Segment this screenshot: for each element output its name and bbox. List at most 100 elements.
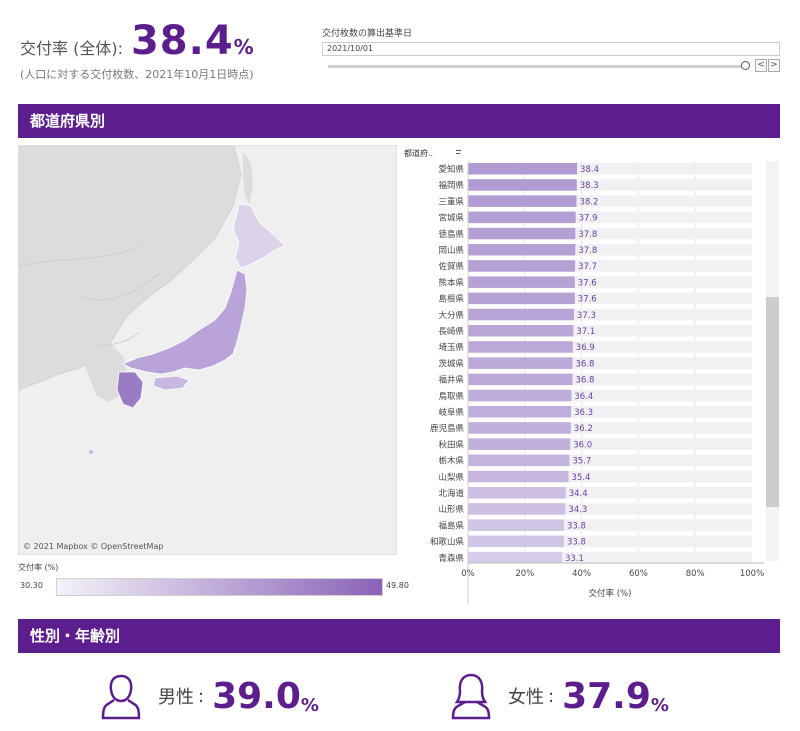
bar-5 bbox=[468, 227, 576, 240]
overall-rate-note: (人口に対する交付枚数、2021年10月1日時点) bbox=[20, 68, 254, 81]
overall-rate-kpi: 交付率 (全体): 38.4 % (人口に対する交付枚数、2021年10月1日時… bbox=[20, 18, 254, 82]
bar-category-label: 栃木県 bbox=[438, 456, 464, 467]
bar-category-label: 福岡県 bbox=[438, 180, 464, 191]
bar-value-label: 34.4 bbox=[569, 489, 588, 499]
bar-track bbox=[468, 470, 752, 483]
bar-category-label: 福井県 bbox=[438, 375, 464, 386]
bar-category-label: 三重県 bbox=[438, 196, 464, 207]
date-slider-handle[interactable] bbox=[741, 61, 750, 70]
honshu-region[interactable] bbox=[122, 269, 248, 375]
japan-map-svg[interactable] bbox=[19, 146, 397, 555]
bar-18 bbox=[468, 438, 571, 450]
previous-date-button[interactable]: < bbox=[755, 59, 767, 72]
bar-9 bbox=[468, 292, 575, 305]
country-borders bbox=[19, 245, 160, 347]
x-tick-label: 40% bbox=[572, 569, 591, 579]
prefecture-bar-chart[interactable]: 都道府.. 愛知県 38.4 福岡県 38.3 三重県 38.2 宮城県 37.9 徳島県 37.8… bbox=[402, 145, 780, 605]
bar-4 bbox=[468, 211, 576, 224]
bar-category-label: 宮城県 bbox=[438, 213, 464, 224]
bar-value-label: 34.3 bbox=[568, 505, 587, 515]
bar-19 bbox=[468, 454, 570, 467]
bar-category-label: 大分県 bbox=[438, 310, 464, 321]
bar-track bbox=[468, 389, 752, 402]
bar-category-label: 熊本県 bbox=[438, 277, 464, 288]
bar-value-label: 36.8 bbox=[576, 376, 595, 386]
bar-category-label: 島根県 bbox=[438, 294, 464, 305]
male-label: 男性 bbox=[158, 687, 194, 708]
bar-value-label: 37.8 bbox=[578, 246, 597, 256]
bar-14 bbox=[468, 373, 573, 386]
bar-10 bbox=[468, 308, 574, 321]
bar-track bbox=[468, 422, 752, 434]
x-tick-label: 60% bbox=[629, 569, 648, 579]
bar-track bbox=[468, 227, 752, 240]
bar-track bbox=[468, 519, 752, 531]
bar-chart-svg: 都道府.. 愛知県 38.4 福岡県 38.3 三重県 38.2 宮城県 37.9 徳島県 37.8… bbox=[404, 148, 779, 605]
legend-gradient bbox=[56, 578, 383, 596]
bar-20 bbox=[468, 470, 569, 483]
bar-25 bbox=[468, 551, 563, 564]
bar-value-label: 36.4 bbox=[574, 392, 593, 402]
sort-icon bbox=[456, 150, 461, 151]
x-tick-label: 20% bbox=[515, 569, 534, 579]
bar-value-label: 36.2 bbox=[574, 424, 593, 434]
female-colon: : bbox=[548, 685, 555, 707]
chart-scrollbar-thumb[interactable] bbox=[766, 297, 779, 507]
okinawa-region[interactable] bbox=[89, 450, 93, 454]
bar-6 bbox=[468, 244, 576, 256]
bar-21 bbox=[468, 487, 566, 499]
map-credit: © 2021 Mapbox © OpenStreetMap bbox=[23, 542, 164, 551]
bar-value-label: 37.3 bbox=[577, 311, 596, 321]
overall-rate-value: 38.4 bbox=[130, 18, 234, 64]
bar-value-label: 36.9 bbox=[576, 343, 595, 353]
next-date-button[interactable]: > bbox=[768, 59, 780, 72]
bar-track bbox=[468, 341, 752, 353]
female-rate-kpi: 女性 : 37.9 % bbox=[450, 672, 669, 720]
bar-7 bbox=[468, 260, 576, 272]
shikoku-region[interactable] bbox=[152, 375, 190, 391]
bar-category-label: 岡山県 bbox=[438, 245, 464, 256]
bar-track bbox=[468, 195, 752, 207]
date-slider[interactable]: < > bbox=[322, 59, 780, 75]
bar-13 bbox=[468, 357, 573, 369]
japan-map[interactable]: © 2021 Mapbox © OpenStreetMap bbox=[18, 145, 397, 555]
date-filter-title: 交付枚数の算出基準日 bbox=[322, 29, 413, 39]
bar-category-label: 山形県 bbox=[438, 504, 464, 515]
bar-track bbox=[468, 438, 752, 450]
bar-23 bbox=[468, 519, 564, 531]
bar-value-label: 36.8 bbox=[576, 359, 595, 369]
bar-22 bbox=[468, 503, 566, 515]
x-tick-label: 80% bbox=[686, 569, 705, 579]
bar-track bbox=[468, 535, 752, 548]
overall-rate-unit: % bbox=[233, 35, 254, 59]
date-slider-track[interactable] bbox=[328, 65, 748, 68]
male-person-icon bbox=[101, 674, 141, 720]
bar-track bbox=[468, 244, 752, 256]
bar-17 bbox=[468, 422, 571, 434]
bar-value-label: 38.2 bbox=[579, 197, 598, 207]
bar-11 bbox=[468, 325, 574, 337]
x-axis-title: 交付率 (%) bbox=[589, 588, 632, 599]
bar-2 bbox=[468, 179, 577, 191]
bar-category-label: 岐阜県 bbox=[438, 407, 464, 418]
bar-value-label: 35.7 bbox=[572, 457, 591, 467]
bar-category-label: 福島県 bbox=[438, 520, 464, 531]
bar-track bbox=[468, 276, 752, 288]
bar-track bbox=[468, 487, 752, 499]
kyushu-region[interactable] bbox=[116, 371, 144, 409]
bar-track bbox=[468, 406, 752, 418]
color-legend: 交付率 (%) 30.30 49.80 bbox=[18, 562, 409, 596]
bar-value-label: 37.6 bbox=[578, 295, 597, 305]
bar-value-label: 33.8 bbox=[567, 538, 586, 548]
bar-8 bbox=[468, 276, 575, 288]
male-colon: : bbox=[198, 685, 205, 707]
section-header-gender-age: 性別・年齢別 bbox=[18, 619, 780, 653]
bar-value-label: 37.1 bbox=[576, 327, 595, 337]
bar-16 bbox=[468, 406, 572, 418]
date-filter-dropdown[interactable]: 2021/10/01 bbox=[322, 42, 780, 56]
hokkaido-region[interactable] bbox=[232, 203, 286, 269]
bar-category-label: 埼玉県 bbox=[438, 342, 464, 353]
legend-min-label: 30.30 bbox=[20, 581, 43, 590]
bar-track bbox=[468, 551, 752, 564]
bar-value-label: 36.0 bbox=[573, 440, 592, 450]
